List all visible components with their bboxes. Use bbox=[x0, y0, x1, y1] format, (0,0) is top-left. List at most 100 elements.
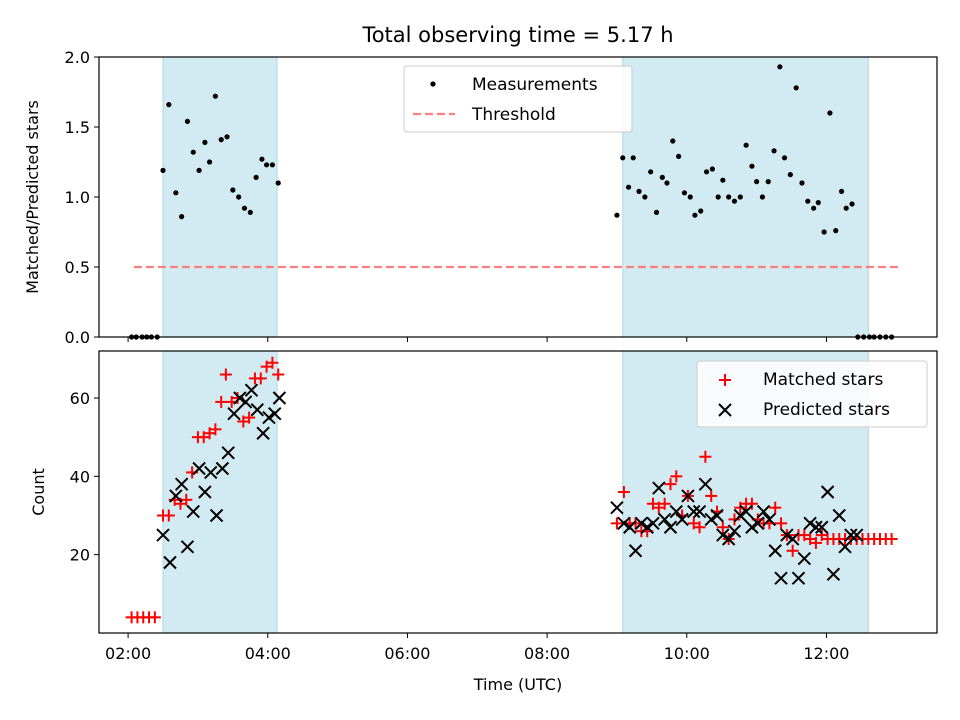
measurement-point bbox=[681, 190, 688, 196]
predicted-star-point bbox=[204, 465, 218, 480]
predicted-star-point bbox=[215, 461, 230, 476]
top-y-axis-label: Matched/Predicted stars bbox=[23, 100, 42, 294]
predicted-star-point bbox=[640, 520, 654, 534]
predicted-star-point bbox=[169, 489, 183, 503]
measurement-point bbox=[166, 102, 172, 108]
predicted-star-point bbox=[244, 383, 259, 397]
predicted-star-point bbox=[692, 504, 707, 519]
matched-star-point bbox=[162, 509, 175, 522]
predicted-star-point bbox=[250, 403, 264, 417]
measurement-point bbox=[765, 179, 771, 185]
matched-star-point bbox=[769, 501, 782, 514]
predicted-star-point bbox=[623, 520, 637, 534]
measurement-point bbox=[777, 64, 783, 70]
measurement-point bbox=[173, 190, 179, 196]
measurement-point bbox=[838, 188, 845, 194]
measurement-point bbox=[771, 148, 777, 154]
predicted-star-point bbox=[745, 520, 759, 534]
threshold-legend-label: Threshold bbox=[471, 105, 556, 125]
predicted-star-point bbox=[820, 485, 835, 499]
matched-star-point bbox=[254, 372, 267, 385]
predicted-star-point bbox=[785, 532, 800, 546]
predicted-legend-marker bbox=[718, 403, 732, 417]
measurement-point bbox=[753, 179, 760, 185]
shaded-interval-1 bbox=[162, 56, 278, 338]
matched-star-point bbox=[209, 423, 222, 436]
predicted-star-point bbox=[272, 391, 287, 405]
measurement-point bbox=[759, 194, 766, 200]
predicted-star-point bbox=[815, 520, 829, 534]
predicted-star-point bbox=[617, 516, 631, 531]
predicted-star-point bbox=[233, 391, 247, 405]
measurement-point bbox=[275, 180, 281, 186]
measurement-point bbox=[184, 118, 191, 124]
predicted-star-point bbox=[698, 477, 713, 491]
matched-legend-marker bbox=[719, 374, 731, 386]
y-tick-label: 1.5 bbox=[65, 118, 90, 137]
measurement-point bbox=[799, 180, 805, 186]
bottom-x-axis: 02:00 04:00 06:00 08:00 10:00 12:00 bbox=[105, 633, 849, 663]
measurement-point bbox=[849, 201, 855, 207]
predicted-star-point bbox=[809, 520, 823, 534]
predicted-star-point bbox=[238, 395, 253, 409]
predicted-star-point bbox=[774, 571, 788, 585]
y-tick-label: 20 bbox=[70, 546, 90, 565]
predicted-star-point bbox=[610, 500, 624, 515]
measurement-point bbox=[241, 205, 248, 211]
measurement-point bbox=[731, 198, 738, 204]
predicted-star-point bbox=[727, 524, 742, 538]
predicted-legend-label: Predicted stars bbox=[763, 400, 890, 420]
predicted-star-point bbox=[803, 516, 817, 531]
measurements-legend-marker bbox=[430, 81, 436, 87]
top-x-ticks bbox=[127, 337, 827, 342]
measurement-point bbox=[676, 153, 682, 159]
matched-star-point bbox=[617, 486, 630, 498]
measurement-point bbox=[833, 228, 839, 234]
measurement-point bbox=[827, 110, 833, 116]
x-tick-label: 08:00 bbox=[524, 644, 570, 663]
predicted-star-point bbox=[791, 571, 806, 585]
predicted-star-point bbox=[797, 551, 812, 566]
predicted-star-point bbox=[704, 512, 718, 527]
y-tick-label: 60 bbox=[70, 389, 90, 408]
measurement-point bbox=[737, 194, 743, 200]
y-tick-label: 2.0 bbox=[65, 48, 90, 67]
matched-star-point bbox=[786, 544, 799, 557]
matched-star-point bbox=[705, 489, 718, 502]
predicted-star-point bbox=[262, 410, 276, 425]
predicted-star-point bbox=[733, 508, 748, 523]
measurement-point bbox=[230, 187, 236, 193]
measurement-point bbox=[620, 155, 626, 161]
matched-star-point bbox=[629, 517, 642, 530]
y-tick-label: 0.0 bbox=[65, 328, 90, 347]
measurement-point bbox=[269, 162, 276, 168]
measurement-point bbox=[259, 156, 265, 162]
measurement-point bbox=[160, 167, 166, 173]
measurement-point bbox=[630, 155, 636, 161]
measurement-point bbox=[787, 172, 793, 178]
y-tick-label: 0.5 bbox=[65, 258, 90, 277]
x-tick-label: 10:00 bbox=[664, 644, 710, 663]
matched-star-point bbox=[610, 517, 623, 530]
measurement-point bbox=[743, 142, 749, 148]
count-points bbox=[125, 356, 898, 624]
measurement-point bbox=[815, 200, 821, 206]
matched-star-point bbox=[215, 395, 228, 408]
predicted-star-point bbox=[268, 406, 282, 421]
top-legend: Measurements Threshold bbox=[403, 65, 633, 133]
bottom-y-axis-label: Count bbox=[29, 468, 48, 516]
top-y-axis: 0.0 0.5 1.0 1.5 2.0 bbox=[65, 48, 99, 347]
predicted-star-point bbox=[156, 528, 170, 542]
measurement-point bbox=[659, 174, 665, 180]
matched-star-point bbox=[745, 497, 758, 510]
predicted-star-point bbox=[780, 528, 794, 542]
predicted-star-point bbox=[739, 504, 753, 519]
measurement-point bbox=[811, 205, 817, 211]
predicted-star-point bbox=[710, 508, 724, 523]
matched-star-point bbox=[219, 368, 232, 381]
bottom-panel: 20 40 60 02:00 04:00 06:00 08:00 10:00 12:00 Co… bbox=[29, 350, 938, 694]
measurement-point bbox=[687, 194, 693, 200]
measurement-point bbox=[236, 194, 242, 200]
matched-star-point bbox=[885, 533, 898, 545]
predicted-star-point bbox=[669, 504, 683, 519]
